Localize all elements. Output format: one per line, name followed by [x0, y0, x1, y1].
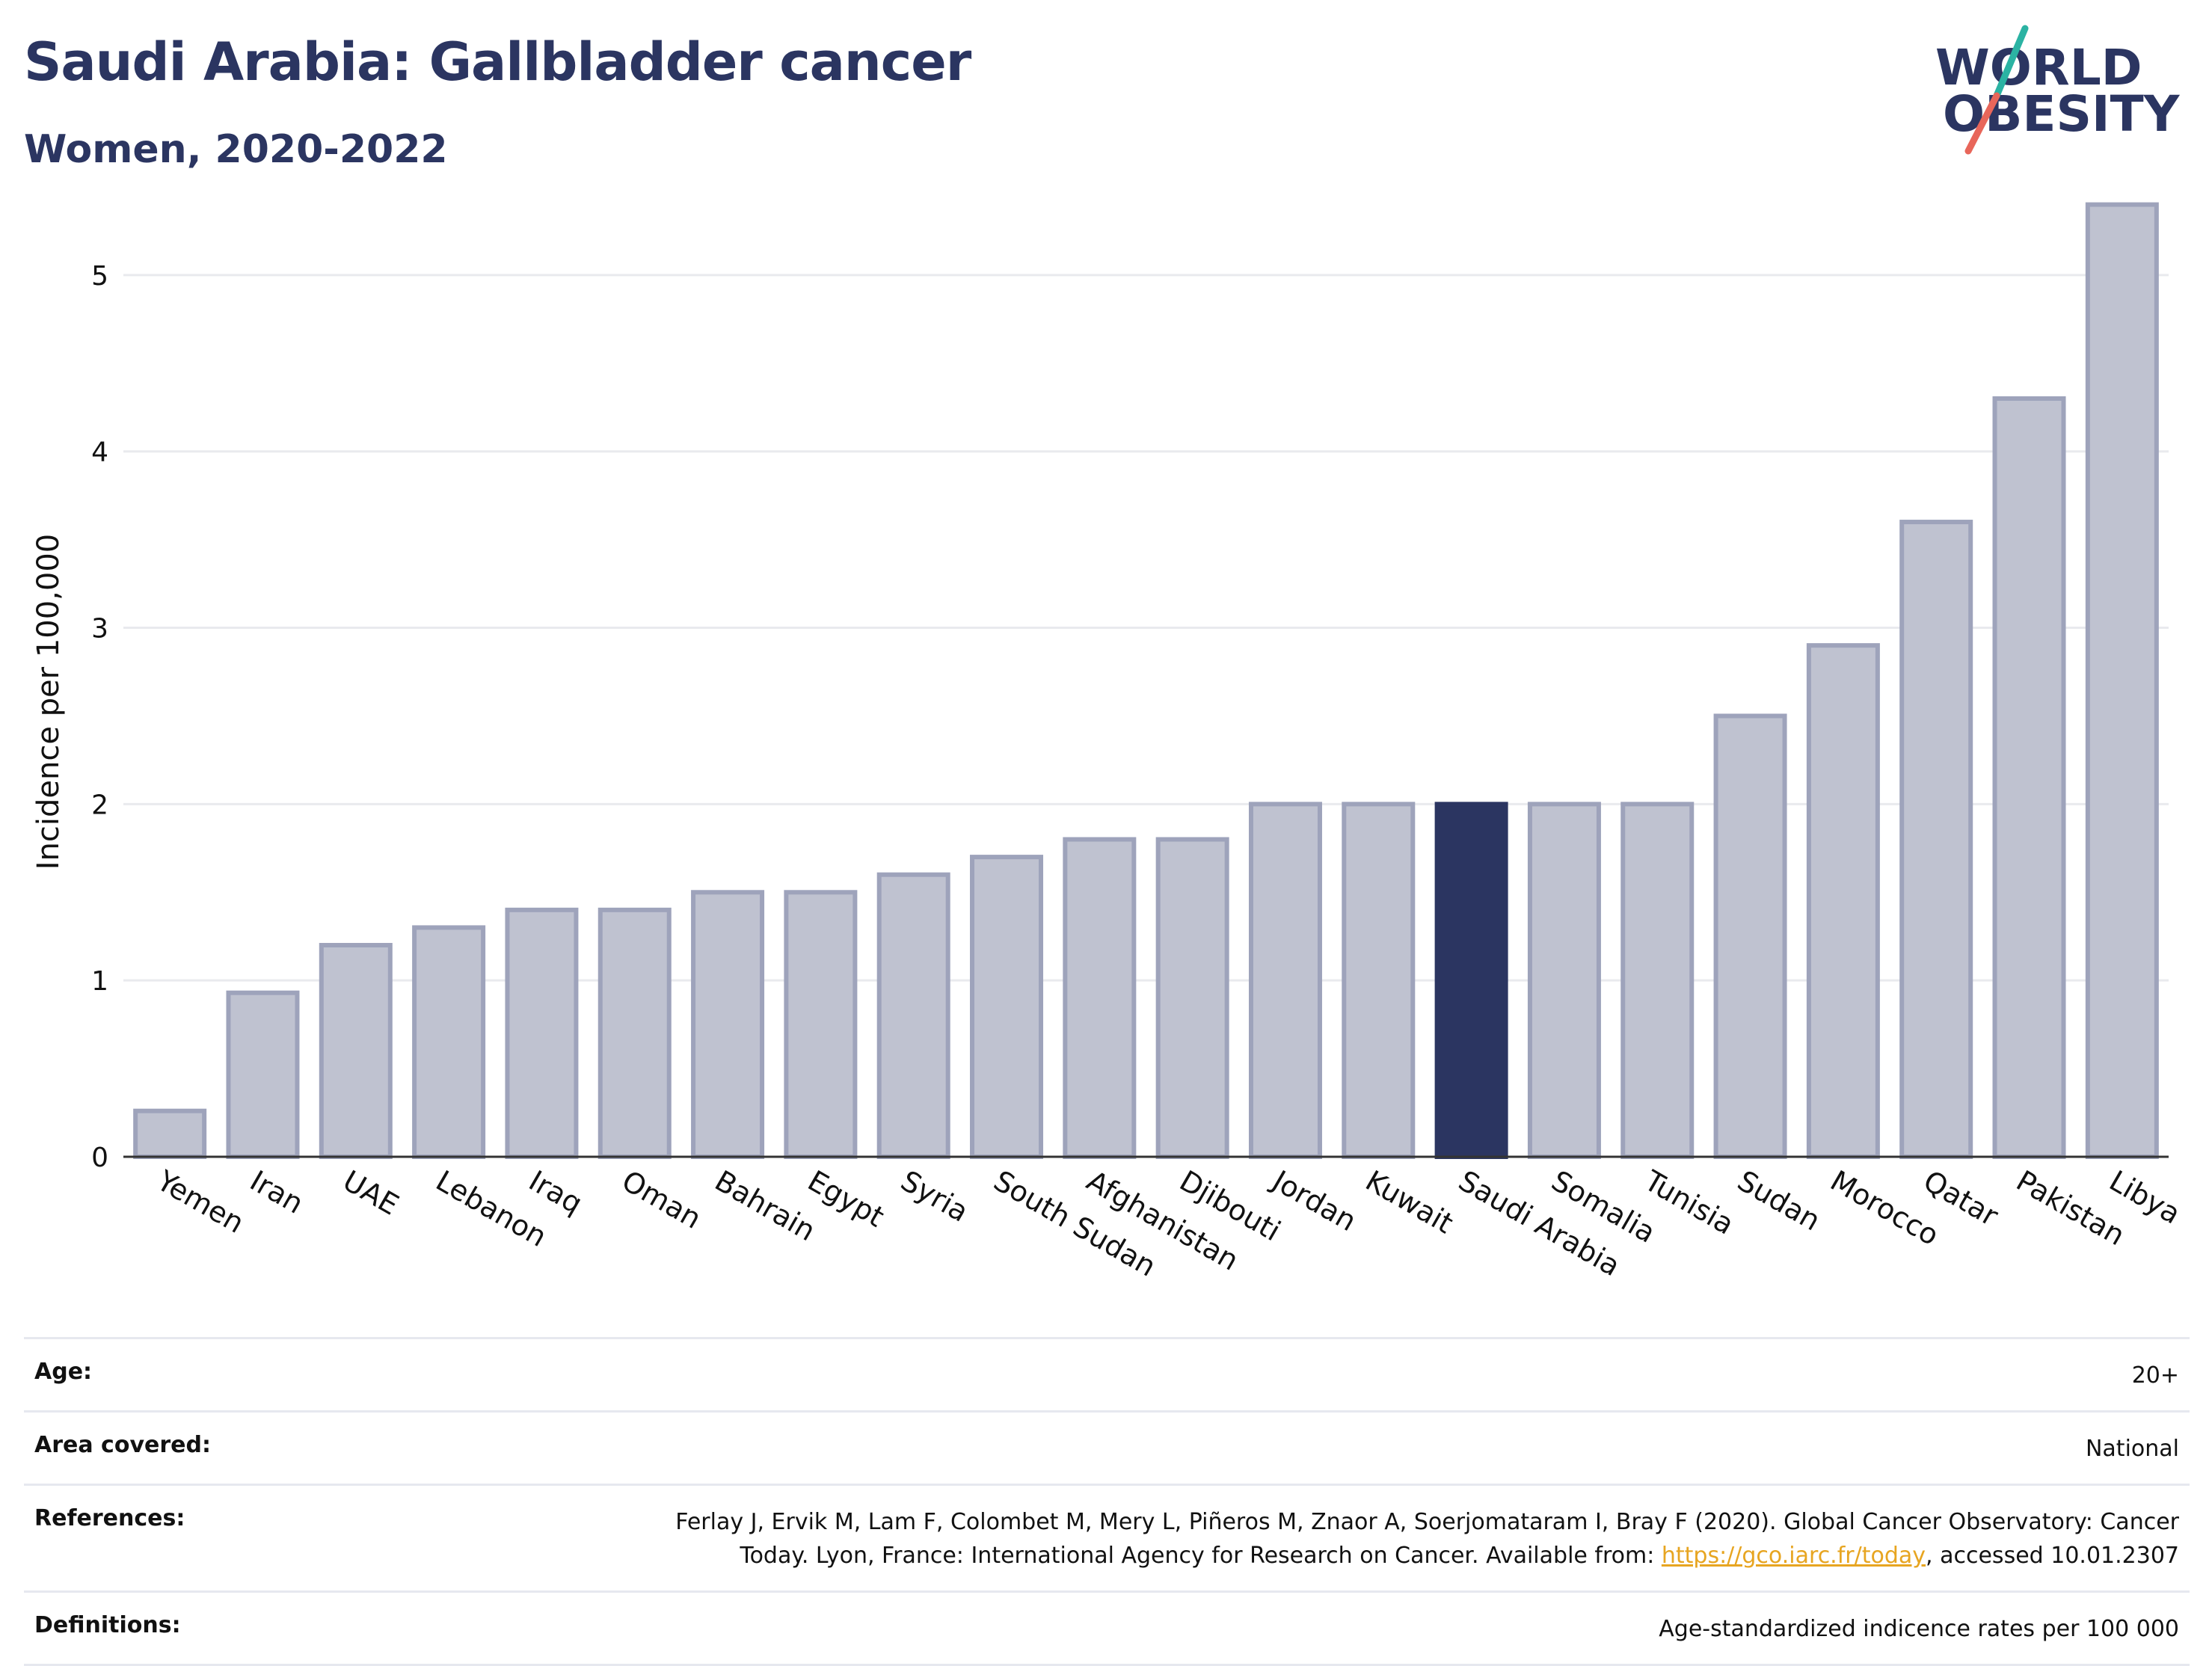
area-value: National	[2085, 1436, 2179, 1462]
bar	[784, 890, 858, 1159]
bar	[1992, 396, 2066, 1159]
x-tick-label: Syria	[895, 1164, 974, 1229]
bar	[970, 855, 1044, 1160]
bar	[597, 907, 672, 1159]
bar	[1342, 802, 1416, 1159]
references-label: References:	[34, 1505, 185, 1531]
bar	[1899, 520, 1973, 1159]
y-tick-label: 3	[91, 614, 108, 645]
bar	[412, 925, 486, 1160]
x-tick-label: Yemen	[151, 1164, 250, 1240]
x-tick-label: Iraq	[523, 1164, 588, 1220]
bar	[319, 943, 393, 1159]
bar	[1063, 837, 1137, 1159]
x-tick-label: Oman	[616, 1164, 707, 1235]
bar	[133, 1108, 207, 1159]
references-row: References: Ferlay J, Ervik M, Lam F, Co…	[24, 1484, 2190, 1590]
bar	[1248, 802, 1322, 1159]
x-tick-label: Kuwait	[1360, 1164, 1459, 1241]
y-tick-label: 4	[91, 437, 108, 468]
references-accessed: , accessed 10.01.2307	[1926, 1543, 2179, 1569]
area-label: Area covered:	[34, 1432, 211, 1458]
x-tick-label: Iran	[245, 1164, 309, 1220]
bar	[1713, 713, 1787, 1159]
logo-line-2: OBESITY	[1943, 85, 2180, 143]
page-subtitle: Women, 2020-2022	[24, 127, 448, 172]
logo-line-1: WORLD	[1935, 39, 2142, 96]
world-obesity-logo: WORLD OBESITY	[1935, 22, 2190, 157]
bar	[691, 890, 765, 1159]
bar	[1806, 643, 1880, 1159]
definitions-value: Age-standardized indicence rates per 100…	[1659, 1616, 2179, 1642]
info-table: Age: 20+ Area covered: National Referenc…	[24, 1337, 2190, 1666]
y-tick-label: 1	[91, 966, 108, 997]
bars	[133, 202, 2159, 1160]
y-tick-label: 0	[91, 1143, 108, 1173]
bar	[226, 990, 300, 1159]
references-value: Ferlay J, Ervik M, Lam F, Colombet M, Me…	[609, 1505, 2179, 1573]
logo-slash-icon	[1964, 25, 2029, 155]
x-tick-label: Sudan	[1732, 1164, 1826, 1238]
definitions-label: Definitions:	[34, 1612, 181, 1638]
x-tick-label: Bahrain	[710, 1164, 821, 1248]
age-row: Age: 20+	[24, 1337, 2190, 1410]
bar	[1620, 802, 1695, 1159]
age-label: Age:	[34, 1359, 93, 1385]
bar	[505, 907, 579, 1159]
bar	[1527, 802, 1601, 1159]
area-row: Area covered: National	[24, 1410, 2190, 1484]
bar	[876, 872, 950, 1159]
page-title: Saudi Arabia: Gallbladder cancer	[24, 31, 971, 93]
x-tick-label: UAE	[337, 1164, 404, 1222]
y-tick-label: 5	[91, 261, 108, 292]
bar	[2085, 202, 2159, 1160]
y-axis-label: Incidence per 100,000	[31, 534, 66, 870]
age-value: 20+	[2131, 1362, 2179, 1389]
y-tick-label: 2	[91, 790, 108, 820]
references-text: Ferlay J, Ervik M, Lam F, Colombet M, Me…	[675, 1509, 2179, 1569]
bar	[1155, 837, 1229, 1159]
references-link[interactable]: https://gco.iarc.fr/today	[1661, 1543, 1926, 1569]
bar-highlighted	[1434, 802, 1508, 1159]
